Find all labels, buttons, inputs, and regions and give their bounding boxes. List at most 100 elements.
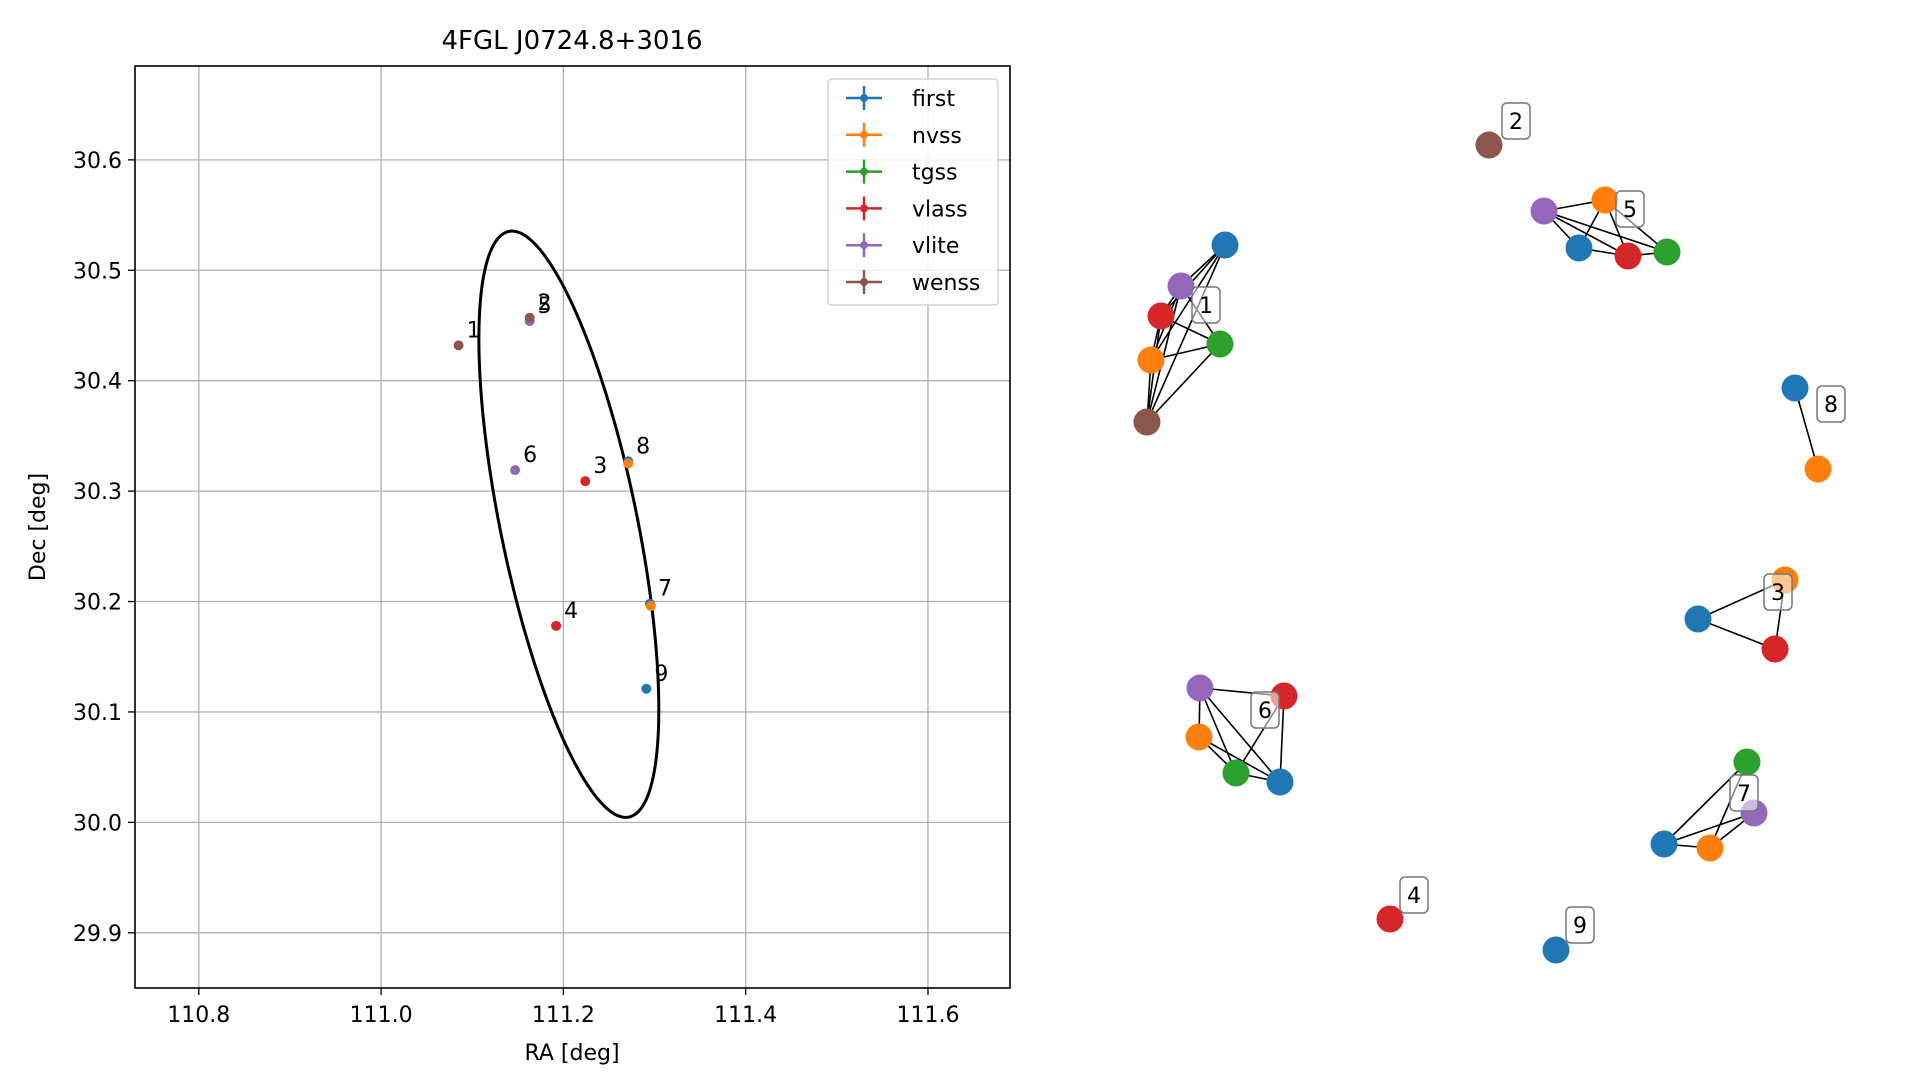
y-tick-label: 30.3 <box>73 480 122 505</box>
network-edge <box>1198 736 1281 783</box>
node-label-frame <box>1565 906 1595 944</box>
node-label-box: 9 <box>1565 906 1595 944</box>
node-label-frame <box>1399 876 1429 914</box>
legend-marker <box>860 94 868 102</box>
network-node <box>1614 242 1642 270</box>
node-label-text: 2 <box>1509 110 1523 135</box>
network-node <box>1222 759 1250 787</box>
network-edge <box>1663 812 1755 845</box>
point-annotation: 3 <box>593 454 607 479</box>
grid-lines <box>135 66 1010 988</box>
node-label-frame <box>1191 286 1221 324</box>
point-first <box>641 683 652 694</box>
node-label-text: 3 <box>1771 581 1785 606</box>
legend-marker <box>860 278 868 286</box>
point-wenss <box>524 312 535 323</box>
node-label-frame <box>1615 190 1645 228</box>
network-edge <box>1146 343 1221 423</box>
legend-entry-nvss: nvss <box>846 122 962 149</box>
network-edge <box>1199 687 1237 774</box>
legend-label: wenss <box>912 271 980 296</box>
node-label-text: 5 <box>1623 198 1637 223</box>
network-node <box>1133 408 1161 436</box>
network-node <box>1167 272 1195 300</box>
network-edge <box>1146 244 1226 423</box>
legend-marker <box>860 130 868 139</box>
legend-label: vlass <box>912 197 968 222</box>
network-node <box>1653 238 1681 266</box>
node-label-text: 8 <box>1824 393 1838 418</box>
error-ellipse <box>477 229 661 819</box>
network-node <box>1266 768 1294 796</box>
ellipse-layer <box>477 229 661 819</box>
y-tick-label: 30.2 <box>73 591 122 616</box>
legend-entries: first nvss tgss vlass vlite wenss <box>846 86 980 296</box>
legend-marker <box>860 204 868 213</box>
x-tick-label: 111.6 <box>896 1003 959 1028</box>
node-label-box: 1 <box>1191 286 1221 324</box>
axes-frame <box>134 65 1011 989</box>
node-label-box: 8 <box>1816 385 1846 423</box>
network-edge <box>1543 210 1668 253</box>
legend-label: first <box>912 87 955 112</box>
network-edge <box>1697 618 1776 650</box>
network-node <box>1804 455 1832 483</box>
point-annotation: 9 <box>654 662 668 687</box>
legend-marker <box>860 241 868 250</box>
point-annotation: 6 <box>523 443 537 468</box>
network-edge <box>1199 687 1281 783</box>
node-label-frame <box>1729 774 1759 812</box>
network-node <box>1147 302 1175 330</box>
network-node <box>1376 905 1404 933</box>
node-label-frame <box>1816 385 1846 423</box>
point-nvss <box>623 458 634 469</box>
network-edge <box>1794 387 1819 470</box>
y-tick-label: 30.4 <box>73 370 122 395</box>
network-node <box>1684 605 1712 633</box>
network-node <box>1565 234 1593 262</box>
legend-label: tgss <box>912 161 958 186</box>
network-edge <box>1146 285 1182 423</box>
point-annotation: 7 <box>658 577 672 602</box>
legend-entry-vlass: vlass <box>846 196 968 222</box>
node-label-text: 6 <box>1258 699 1272 724</box>
network-node <box>1696 834 1724 862</box>
y-tick-label: 30.5 <box>73 259 122 284</box>
network-node <box>1211 231 1239 259</box>
point-annotation: 8 <box>636 434 650 459</box>
legend-label: nvss <box>912 124 962 149</box>
x-tick-label: 111.2 <box>532 1003 595 1028</box>
network-node <box>1591 186 1619 214</box>
point-annotation: 1 <box>467 318 481 343</box>
points-layer <box>453 312 656 694</box>
y-tick-label: 30.6 <box>73 149 122 174</box>
network-edge <box>1150 244 1226 361</box>
x-tick-label: 110.8 <box>167 1003 230 1028</box>
legend: first nvss tgss vlass vlite wenss <box>827 78 999 306</box>
network-node <box>1185 723 1213 751</box>
network-node <box>1781 374 1809 402</box>
x-tick-label: 111.4 <box>714 1003 777 1028</box>
network-node <box>1206 330 1234 358</box>
scatter-panel: 1 52 6 3 8 7 4 9 110.8 111.0 111.2 111.4 111.6 29.9 3… <box>26 26 1011 1066</box>
point-vlass <box>551 620 562 631</box>
y-tick-label: 29.9 <box>73 922 122 947</box>
node-label-box: 6 <box>1250 691 1280 729</box>
x-axis-label: RA [deg] <box>524 1041 619 1066</box>
network-panel: 1 2 5 8 3 6 7 4 9 <box>1133 102 1846 964</box>
network-node <box>1650 830 1678 858</box>
node-label-text: 9 <box>1573 914 1587 939</box>
x-tick-label: 111.0 <box>350 1003 413 1028</box>
y-axis-label: Dec [deg] <box>26 473 51 581</box>
node-label-text: 7 <box>1737 782 1751 807</box>
network-edge <box>1279 695 1285 783</box>
node-label-text: 1 <box>1199 294 1213 319</box>
node-label-box: 7 <box>1729 774 1759 812</box>
legend-label: vlite <box>912 234 959 259</box>
y-tick-label: 30.0 <box>73 811 122 836</box>
ticks-layer: 110.8 111.0 111.2 111.4 111.6 29.9 30.0 30.1 30.… <box>73 149 959 1028</box>
node-label-box: 4 <box>1399 876 1429 914</box>
point-vlite <box>510 465 521 476</box>
annotations-layer: 1 52 6 3 8 7 4 9 <box>467 291 672 687</box>
